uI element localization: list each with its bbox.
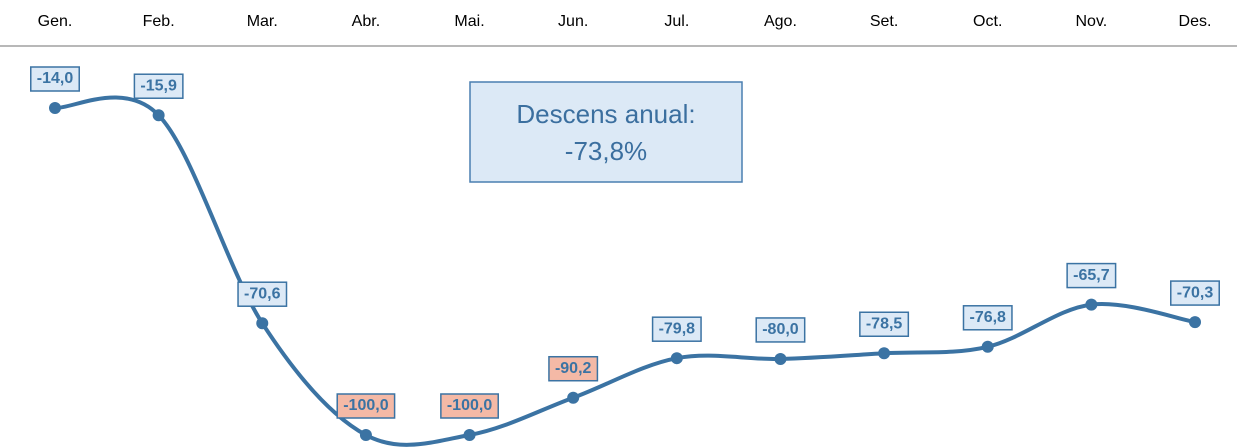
label-box <box>237 281 288 307</box>
label-box <box>859 311 910 337</box>
label-box <box>336 393 396 419</box>
data-label: -90,2 <box>548 355 599 382</box>
point <box>878 347 891 360</box>
x-tick-label: Oct. <box>973 13 1002 30</box>
label-text: -15,9 <box>140 77 177 94</box>
annotation-box <box>469 81 743 183</box>
label-text: -100,0 <box>343 397 388 414</box>
label-box <box>1066 262 1117 289</box>
x-tick-label: Set. <box>870 13 898 30</box>
label-text: -78,5 <box>866 315 903 332</box>
label-text: -65,7 <box>1073 267 1110 284</box>
point <box>567 391 580 404</box>
x-tick-label: Nov. <box>1076 13 1108 30</box>
point <box>774 352 787 365</box>
data-label: -79,8 <box>651 316 702 342</box>
label-text: -80,0 <box>762 321 799 338</box>
x-tick-label: Mai. <box>454 13 484 30</box>
point <box>1085 298 1098 311</box>
data-label: -78,5 <box>859 311 910 337</box>
label-box <box>30 66 80 92</box>
x-tick-label: Abr. <box>352 13 380 30</box>
annotation-line: Descens anual: <box>516 99 695 129</box>
label-box <box>651 316 702 342</box>
annotation-line: -73,8% <box>565 136 647 166</box>
x-tick-label: Mar. <box>247 13 278 30</box>
data-label: -70,3 <box>1170 280 1220 306</box>
x-tick-label: Ago. <box>764 13 797 30</box>
data-label: -76,8 <box>962 305 1013 331</box>
label-box <box>962 305 1013 331</box>
point <box>359 429 372 441</box>
point <box>670 352 683 365</box>
data-label: -100,0 <box>336 393 396 419</box>
data-label: -70,6 <box>237 281 288 307</box>
data-label: -14,0 <box>30 66 80 92</box>
point <box>256 317 269 330</box>
x-tick-label: Des. <box>1179 13 1212 30</box>
x-tick-label: Gen. <box>38 13 73 30</box>
point <box>152 109 165 122</box>
data-label: -65,7 <box>1066 262 1117 289</box>
label-text: -70,3 <box>1177 284 1214 301</box>
point <box>981 340 994 353</box>
label-box <box>1170 280 1220 306</box>
label-text: -76,8 <box>969 309 1006 326</box>
label-text: -79,8 <box>659 320 696 337</box>
label-box <box>548 355 599 382</box>
x-tick-label: Feb. <box>143 13 175 30</box>
data-label: -15,9 <box>133 73 184 99</box>
x-tick-label: Jun. <box>558 13 588 30</box>
point <box>1189 316 1201 329</box>
label-box <box>440 393 499 419</box>
data-label: -100,0 <box>440 393 499 419</box>
label-text: -14,0 <box>37 70 74 87</box>
label-text: -90,2 <box>555 360 592 377</box>
label-text: -100,0 <box>447 397 492 414</box>
x-tick-label: Jul. <box>664 13 689 30</box>
point <box>49 102 61 114</box>
label-box <box>755 317 806 343</box>
point <box>463 429 476 441</box>
label-text: -70,6 <box>244 285 281 302</box>
data-label: -80,0 <box>755 317 806 343</box>
label-box <box>133 73 184 99</box>
